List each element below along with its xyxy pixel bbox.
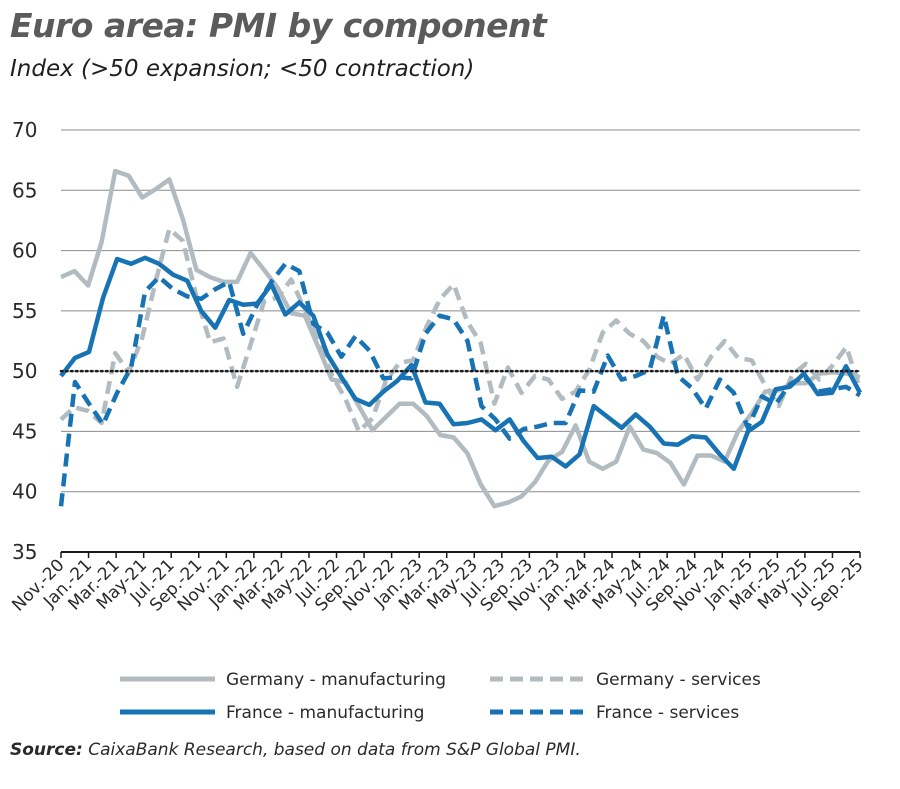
y-tick-label-40: 40 [12,480,37,504]
legend-label-3: France - services [596,703,739,723]
y-tick-label-65: 65 [12,178,37,202]
pmi-line-chart: 3540455055606570Nov.-20Jan.-21Mar.-21May… [8,118,867,723]
source-label: Source: [10,740,83,760]
y-tick-label-45: 45 [12,419,37,443]
source-text: CaixaBank Research, based on data from S… [82,740,581,760]
series-line-germany-manufacturing [60,168,861,509]
y-tick-label-55: 55 [12,299,37,323]
y-tick-label-60: 60 [12,239,37,263]
y-tick-label-50: 50 [12,359,37,383]
series-line-germany-services [59,226,863,434]
legend-label-2: France - manufacturing [226,703,424,723]
chart-subtitle: Index (>50 expansion; <50 contraction) [10,56,475,82]
y-tick-label-35: 35 [12,540,37,564]
chart-title: Euro area: PMI by component [10,6,547,45]
series-line-france-manufacturing [59,255,862,472]
y-tick-label-70: 70 [12,118,37,142]
series-line-france-services [58,261,862,507]
source-note: Source: CaixaBank Research, based on dat… [10,740,581,760]
legend-label-0: Germany - manufacturing [226,670,446,690]
legend-label-1: Germany - services [596,670,761,690]
